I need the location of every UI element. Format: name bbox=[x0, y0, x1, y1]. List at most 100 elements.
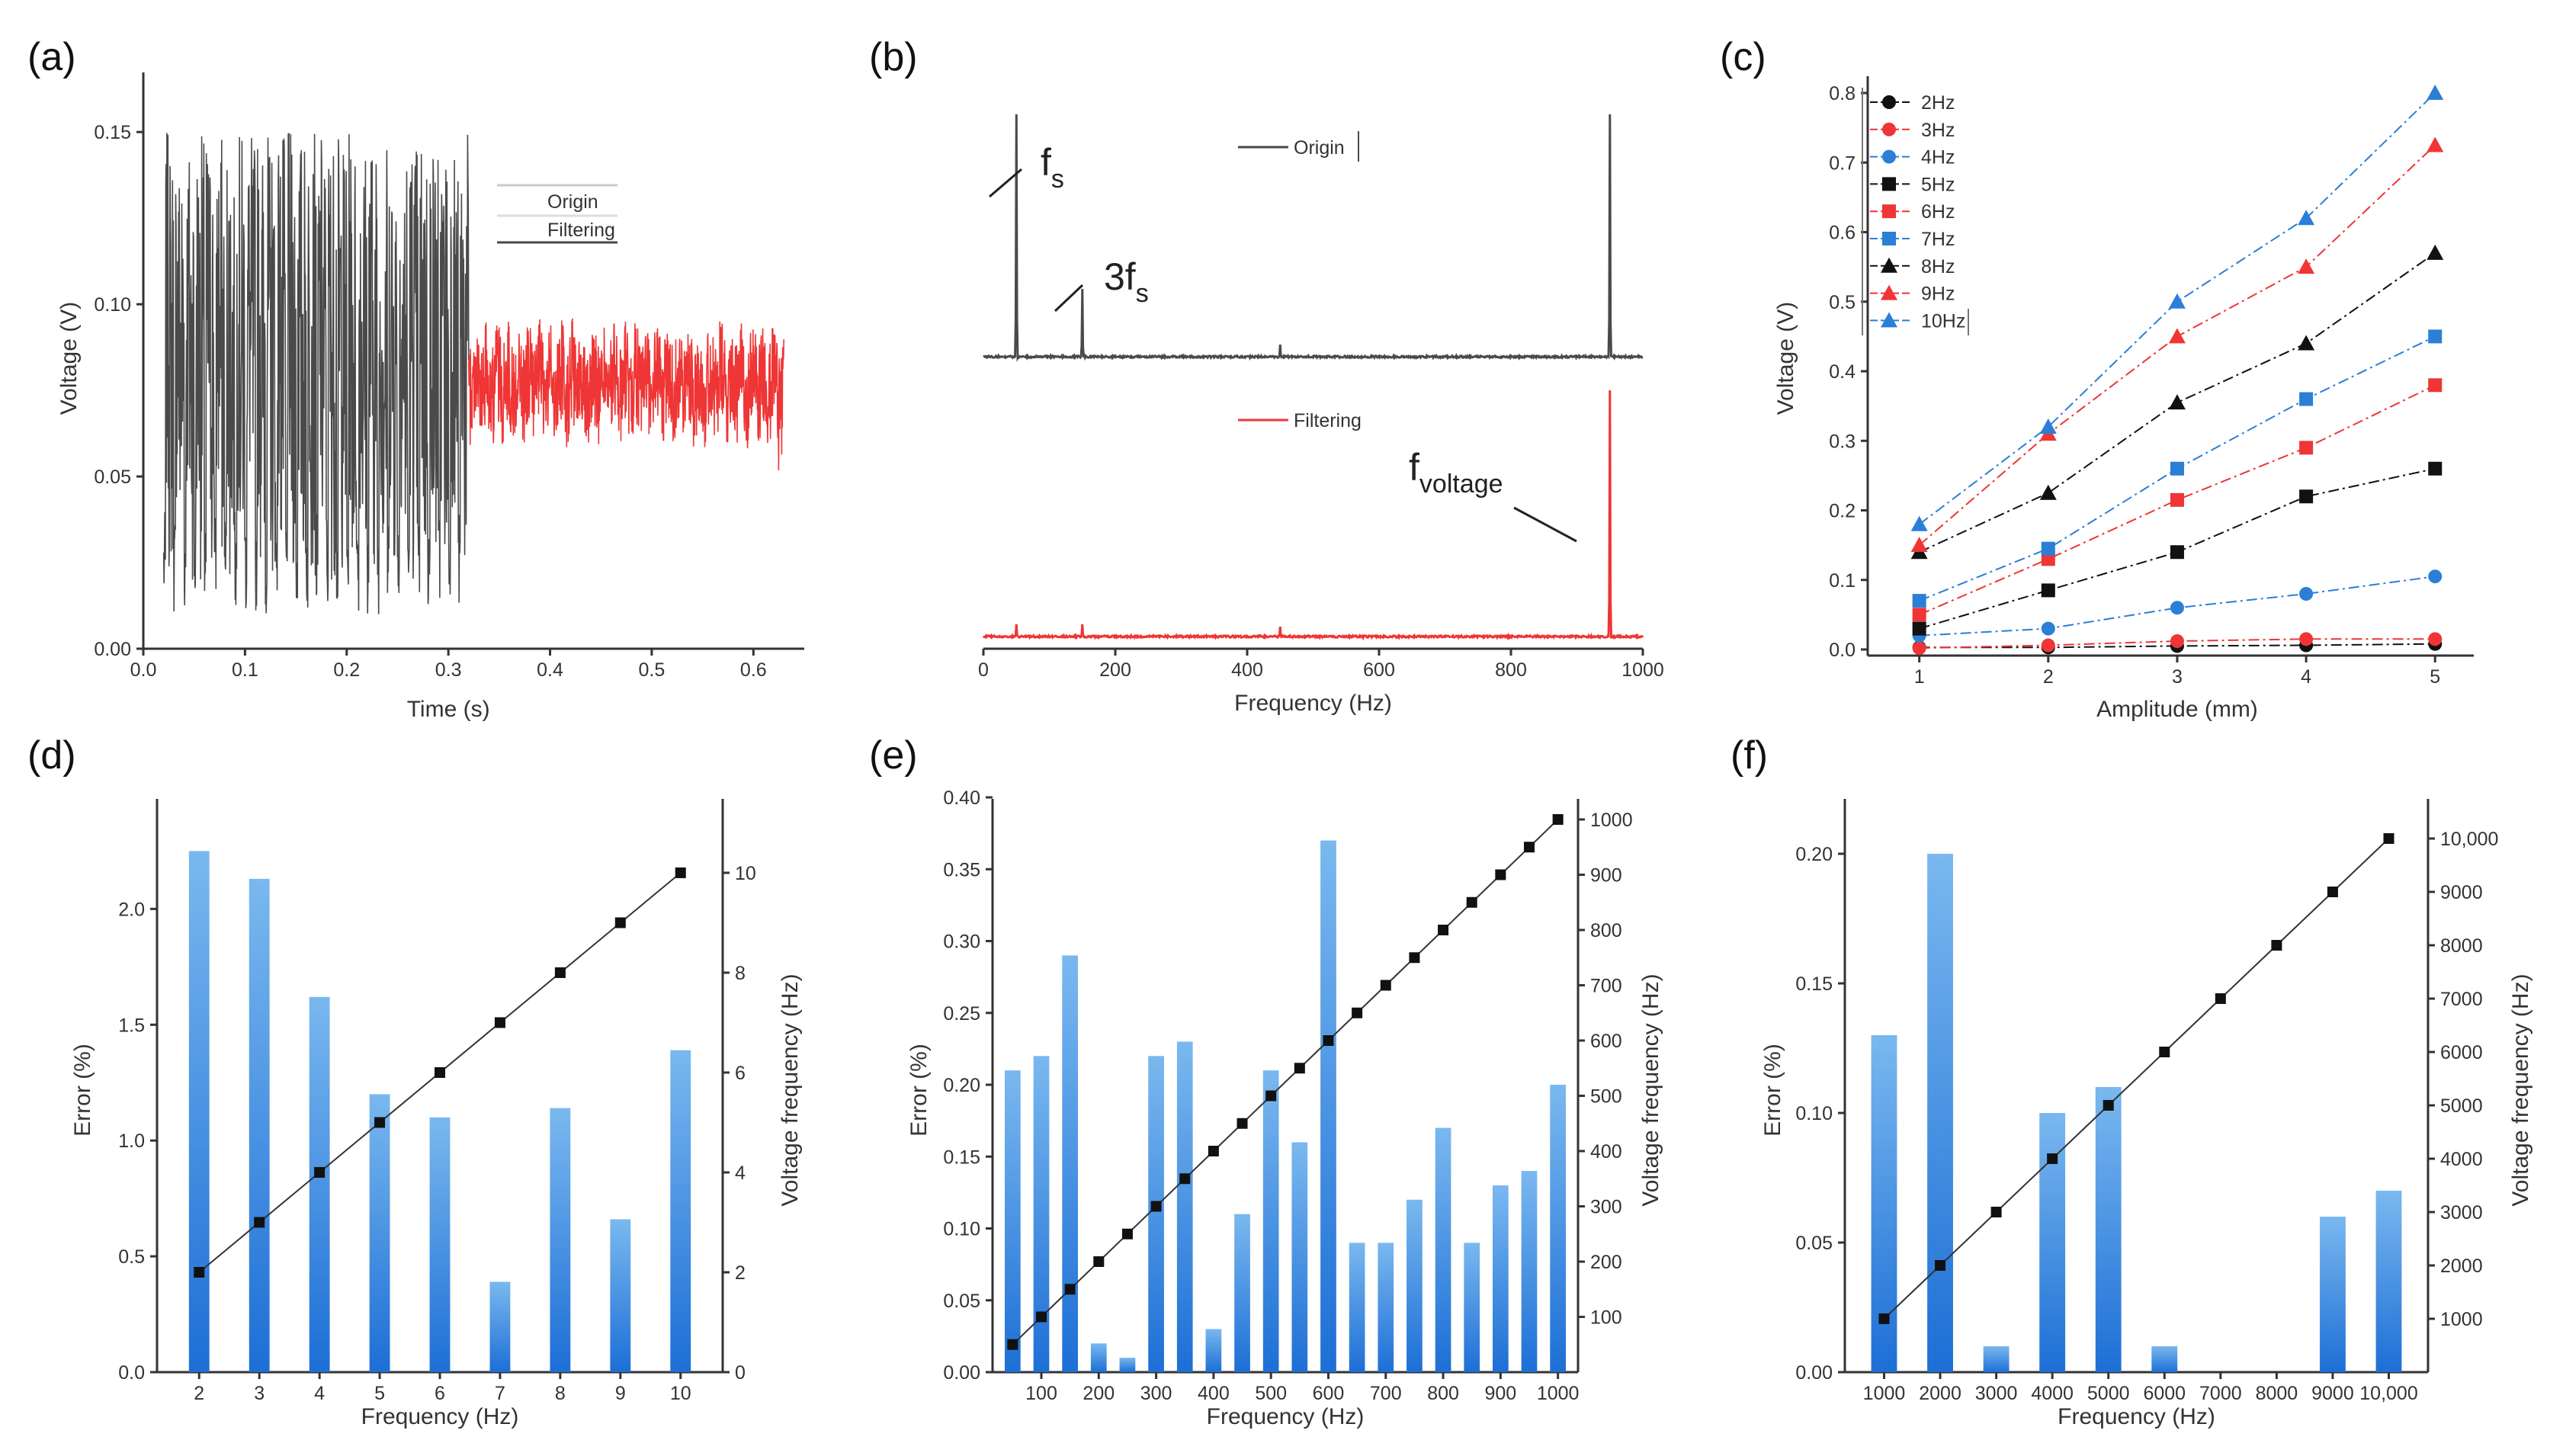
voltage-frequency-point bbox=[1208, 1146, 1219, 1156]
error-bar bbox=[2320, 1217, 2346, 1372]
panel-label: (b) bbox=[869, 35, 918, 79]
voltage-frequency-point bbox=[675, 867, 686, 878]
voltage-frequency-point bbox=[1409, 952, 1420, 964]
x-tick-label: 1000 bbox=[1537, 1383, 1580, 1404]
y2-tick-label: 300 bbox=[1590, 1197, 1622, 1218]
error-bar bbox=[550, 1108, 571, 1372]
y-tick-label: 0.0 bbox=[1829, 640, 1856, 661]
data-point-10Hz bbox=[2427, 85, 2444, 100]
error-bar bbox=[1119, 1358, 1136, 1372]
y-tick-label: 1.5 bbox=[118, 1015, 145, 1036]
x-tick-label: 200 bbox=[1083, 1383, 1115, 1404]
y-tick-label: 0.30 bbox=[943, 932, 980, 953]
voltage-frequency-point bbox=[1495, 869, 1506, 880]
fs-pointer-line bbox=[989, 168, 1022, 198]
legend-label-filtering: Filtering bbox=[1294, 410, 1362, 431]
x-tick-label: 1 bbox=[1914, 666, 1925, 688]
y-tick-label: 0.05 bbox=[943, 1291, 980, 1312]
voltage-frequency-point bbox=[314, 1166, 326, 1178]
x-axis-title: Frequency (Hz) bbox=[361, 1404, 519, 1429]
y-tick-label: 0.35 bbox=[943, 859, 980, 880]
y2-tick-label: 200 bbox=[1590, 1252, 1622, 1273]
data-point-7Hz bbox=[1912, 594, 1926, 608]
series-line-4Hz bbox=[1919, 576, 2436, 637]
legend-label-7Hz: 7Hz bbox=[1921, 229, 1955, 250]
y2-tick-label: 9000 bbox=[2440, 882, 2483, 903]
y2-tick-label: 8000 bbox=[2440, 935, 2483, 957]
data-point-7Hz bbox=[2428, 329, 2443, 344]
error-bar bbox=[1983, 1346, 2010, 1372]
x-tick-label: 1000 bbox=[1621, 659, 1664, 681]
y-tick-label: 0.8 bbox=[1829, 83, 1856, 104]
y2-tick-label: 0 bbox=[735, 1362, 746, 1384]
data-point-7Hz bbox=[2041, 541, 2055, 556]
error-bar bbox=[2151, 1346, 2178, 1372]
voltage-frequency-point bbox=[194, 1266, 205, 1278]
voltage-frequency-point bbox=[1036, 1311, 1047, 1323]
error-bar bbox=[1550, 1085, 1566, 1372]
error-bar bbox=[1927, 854, 1953, 1372]
x-tick-label: 8000 bbox=[2256, 1383, 2298, 1404]
x-tick-label: 600 bbox=[1313, 1383, 1345, 1404]
error-bar bbox=[1062, 955, 1078, 1372]
filtering-spectrum bbox=[982, 390, 1644, 641]
x-tick-label: 7000 bbox=[2199, 1383, 2242, 1404]
fvoltage-annotation: fvoltage bbox=[1409, 446, 1503, 499]
x-tick-label: 900 bbox=[1484, 1383, 1516, 1404]
legend-marker-2Hz bbox=[1882, 95, 1896, 109]
y-tick-label: 0.7 bbox=[1829, 152, 1856, 174]
voltage-frequency-point bbox=[1438, 925, 1449, 935]
error-bar bbox=[1033, 1056, 1050, 1372]
voltage-frequency-point bbox=[2047, 1153, 2058, 1164]
x-tick-label: 2 bbox=[2043, 666, 2054, 688]
data-point-5Hz bbox=[1912, 621, 1926, 636]
data-point-10Hz bbox=[2039, 419, 2057, 434]
data-point-5Hz bbox=[2428, 461, 2443, 476]
data-point-6Hz bbox=[2041, 552, 2055, 566]
panel-c: (c) 1 2 3 4 5 0.0 0.1 0.2 0.3 0.4 0.5 0.6 0.7 0.8 Volta… bbox=[1720, 35, 2474, 722]
3fs-annotation-sub: s bbox=[1136, 279, 1149, 308]
y-tick-label: 0.2 bbox=[1829, 501, 1856, 522]
voltage-frequency-point bbox=[2327, 887, 2338, 897]
series-10Hz bbox=[1910, 85, 2444, 531]
x-tick-label: 10 bbox=[670, 1383, 691, 1404]
3fs-annotation: 3fs bbox=[1104, 255, 1149, 308]
legend-marker-6Hz bbox=[1882, 204, 1896, 219]
x-tick-label: 4 bbox=[2301, 666, 2311, 688]
voltage-frequency-point bbox=[1150, 1201, 1162, 1212]
x-tick-label: 7 bbox=[495, 1383, 505, 1404]
y2-tick-label: 700 bbox=[1590, 976, 1622, 997]
legend-label-3Hz: 3Hz bbox=[1921, 120, 1955, 141]
error-bar bbox=[309, 996, 330, 1372]
y-tick-label: 0.20 bbox=[943, 1075, 980, 1096]
error-bar bbox=[1291, 1142, 1308, 1372]
x-tick-label: 0 bbox=[978, 659, 989, 681]
legend-marker-8Hz bbox=[1881, 257, 1897, 273]
error-bar bbox=[1349, 1243, 1365, 1372]
legend-label-filtering: Filtering bbox=[547, 220, 615, 241]
data-point-6Hz bbox=[2299, 441, 2314, 455]
error-bar bbox=[1464, 1243, 1480, 1372]
x-tick-label: 400 bbox=[1198, 1383, 1230, 1404]
legend-label-5Hz: 5Hz bbox=[1921, 174, 1955, 195]
x-tick-label: 3000 bbox=[1975, 1383, 2018, 1404]
legend-label-9Hz: 9Hz bbox=[1921, 284, 1955, 305]
y2-tick-label: 5000 bbox=[2440, 1095, 2483, 1117]
y-tick-label: 0.15 bbox=[943, 1147, 980, 1168]
panel-e: (e) 100 200 300 400 500 600 700 800 900 1000 0.00 0.… bbox=[869, 733, 1663, 1429]
error-bar bbox=[610, 1219, 631, 1372]
error-bar bbox=[1090, 1343, 1107, 1372]
y-axis-title: Error (%) bbox=[70, 1044, 95, 1137]
x-tick-label: 9 bbox=[615, 1383, 626, 1404]
y2-tick-label: 1000 bbox=[2440, 1309, 2483, 1330]
y-tick-label: 0.6 bbox=[1829, 223, 1856, 244]
filtering-trace bbox=[468, 318, 784, 471]
x-tick-label: 3 bbox=[2172, 666, 2183, 688]
y-tick-label: 0.4 bbox=[1829, 361, 1856, 383]
series-3Hz bbox=[1912, 632, 2443, 656]
series-5Hz bbox=[1912, 461, 2443, 636]
y-axis-title: Error (%) bbox=[906, 1044, 932, 1137]
series-7Hz bbox=[1912, 329, 2443, 608]
voltage-frequency-point bbox=[374, 1117, 386, 1128]
series-line-10Hz bbox=[1919, 92, 2436, 525]
